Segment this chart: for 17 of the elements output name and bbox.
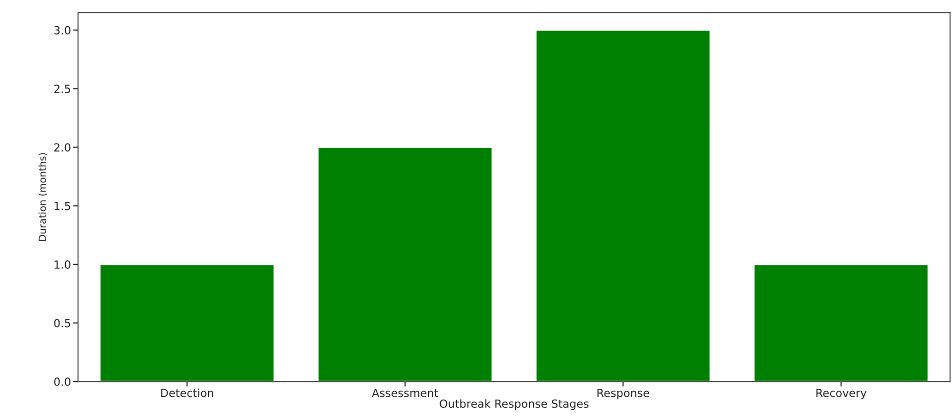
bar (317, 146, 493, 382)
y-tick-label: 0.0 (54, 378, 70, 386)
bar (753, 264, 929, 382)
bar (535, 29, 711, 382)
x-tick-label: Detection (161, 388, 214, 398)
x-axis-title: Outbreak Response Stages (440, 399, 588, 410)
x-tick-label: Response (597, 388, 650, 400)
y-tick-label: 1.0 (54, 260, 70, 269)
y-tick-label: 2.5 (54, 84, 70, 94)
y-axis-title: Duration (months) (38, 153, 48, 241)
bar (99, 264, 275, 382)
y-tick-label: 1.5 (54, 202, 70, 210)
y-tick-label: 3.0 (54, 26, 70, 34)
x-tick-label: Assessment (372, 388, 438, 398)
x-tick-label: Recovery (816, 388, 867, 400)
y-tick-label: 2.0 (54, 143, 70, 152)
y-tick-label: 0.5 (54, 318, 70, 328)
